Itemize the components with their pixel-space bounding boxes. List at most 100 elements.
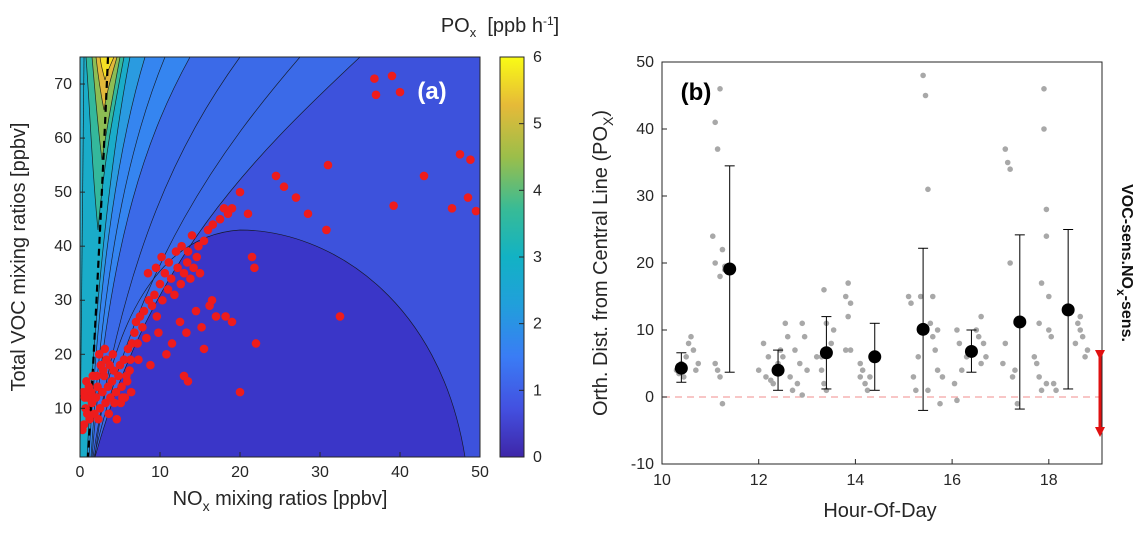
data-point xyxy=(755,367,762,374)
data-point xyxy=(929,293,936,300)
data-point xyxy=(471,206,480,216)
data-point xyxy=(279,182,289,192)
data-point xyxy=(162,349,171,359)
data-point xyxy=(799,320,806,327)
data-point xyxy=(335,312,345,321)
data-point xyxy=(227,204,237,213)
data-point xyxy=(797,360,803,367)
data-point xyxy=(830,327,837,333)
sensitivity-label: VOC-sens.NOx-sens. xyxy=(1114,184,1135,342)
data-point xyxy=(867,374,873,380)
data-point xyxy=(801,333,808,340)
data-point xyxy=(1036,374,1042,380)
data-point xyxy=(126,387,136,397)
data-point xyxy=(215,214,225,224)
data-point xyxy=(828,340,835,347)
data-point xyxy=(112,414,122,424)
data-point xyxy=(1007,166,1013,172)
data-point xyxy=(243,209,253,219)
data-point xyxy=(1072,340,1079,347)
data-point xyxy=(92,371,102,381)
data-point xyxy=(126,355,135,365)
data-point xyxy=(784,333,791,340)
y-tick-label: 40 xyxy=(636,121,654,138)
data-point xyxy=(177,241,186,251)
data-point xyxy=(247,252,257,262)
data-point xyxy=(1041,126,1047,132)
data-point xyxy=(939,374,946,380)
mean-point xyxy=(868,350,882,364)
colorbar-tick-label: 2 xyxy=(533,316,542,333)
data-point xyxy=(719,246,726,253)
data-point xyxy=(117,382,126,392)
data-point xyxy=(1046,293,1052,300)
ticks-a: 0 10 20 30 40 50 10 20 30 40 50 60 70 xyxy=(54,76,489,481)
data-point xyxy=(130,328,139,337)
data-point xyxy=(680,374,687,380)
data-point xyxy=(167,339,177,348)
data-point xyxy=(787,374,793,380)
y-tick-label: 50 xyxy=(54,184,72,201)
data-point xyxy=(154,328,163,337)
data-point xyxy=(191,306,201,316)
data-point xyxy=(780,354,786,360)
data-point xyxy=(842,293,849,300)
colorbar-tick-label: 6 xyxy=(533,49,542,66)
x-tick-label: 14 xyxy=(847,472,865,489)
y-axis-label-b: Orth. Dist. from Central Line (POX) xyxy=(590,110,616,416)
data-point xyxy=(760,340,767,347)
data-point xyxy=(690,347,697,353)
data-point xyxy=(1043,206,1050,213)
data-point xyxy=(980,340,987,347)
data-point xyxy=(717,374,723,380)
data-point xyxy=(1036,320,1042,327)
x-tick-label: 16 xyxy=(943,472,961,489)
x-tick-label: 40 xyxy=(391,464,409,481)
data-point xyxy=(322,225,331,235)
data-point xyxy=(370,74,379,83)
data-point xyxy=(1033,360,1040,367)
data-point xyxy=(387,71,397,81)
colorbar-tick-label: 3 xyxy=(533,249,542,266)
data-point xyxy=(389,201,398,210)
data-point xyxy=(1038,280,1045,286)
data-point xyxy=(227,317,237,327)
data-point xyxy=(859,367,866,374)
data-point xyxy=(934,327,941,333)
data-point xyxy=(157,252,166,262)
plot-a-frame xyxy=(79,56,481,458)
ridge-line xyxy=(86,57,110,457)
data-point xyxy=(207,295,217,305)
data-point xyxy=(714,367,721,374)
data-point xyxy=(929,333,936,340)
contour-band-left xyxy=(80,57,84,457)
data-point xyxy=(1050,380,1057,387)
data-point xyxy=(235,187,245,197)
data-point xyxy=(709,233,716,239)
data-point xyxy=(182,328,191,337)
y-tick-label: 10 xyxy=(54,400,72,417)
data-point xyxy=(104,409,114,419)
data-point xyxy=(1053,387,1059,394)
data-point xyxy=(125,366,134,375)
data-point xyxy=(235,387,245,397)
data-point xyxy=(142,333,151,343)
data-point xyxy=(146,360,155,370)
panel-b: 10 12 14 16 18 -10 0 10 20 30 40 50 (b) Hour-Of-Day… xyxy=(590,54,1135,522)
data-point xyxy=(922,92,929,99)
data-point xyxy=(199,236,209,246)
data-point xyxy=(695,360,702,367)
data-point xyxy=(908,300,914,307)
colorbar-ticks: 0 1 2 3 4 5 6 xyxy=(519,49,542,466)
y-tick-label: 30 xyxy=(636,188,654,205)
data-point xyxy=(842,347,849,353)
data-point xyxy=(176,279,186,289)
data-point xyxy=(845,313,851,320)
x-tick-label: 18 xyxy=(1040,472,1058,489)
y-tick-label: 40 xyxy=(54,238,72,255)
data-point xyxy=(688,333,694,340)
data-point xyxy=(857,360,864,367)
data-point xyxy=(1002,146,1009,152)
data-point xyxy=(954,327,960,333)
y-tick-label: 10 xyxy=(636,322,654,339)
